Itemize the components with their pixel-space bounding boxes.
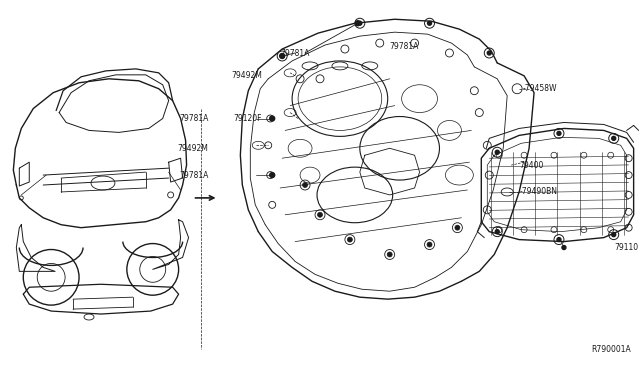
Circle shape xyxy=(557,238,561,241)
Text: 79120F: 79120F xyxy=(234,114,262,123)
Text: -79458W: -79458W xyxy=(523,84,557,93)
Circle shape xyxy=(269,173,275,177)
Circle shape xyxy=(612,137,616,140)
Circle shape xyxy=(428,21,431,25)
Text: 79110: 79110 xyxy=(614,243,639,252)
Text: R790001A: R790001A xyxy=(591,345,630,354)
Circle shape xyxy=(348,237,353,242)
Text: 79400: 79400 xyxy=(519,161,543,170)
Text: 79781A: 79781A xyxy=(179,171,209,180)
Circle shape xyxy=(387,252,392,257)
Circle shape xyxy=(355,21,360,26)
Text: 79781A: 79781A xyxy=(179,114,209,123)
Circle shape xyxy=(487,51,492,55)
Circle shape xyxy=(303,183,308,187)
Circle shape xyxy=(495,230,499,234)
Text: -79490BN: -79490BN xyxy=(519,187,557,196)
Circle shape xyxy=(269,116,275,121)
Circle shape xyxy=(280,54,285,58)
Circle shape xyxy=(612,232,616,237)
Circle shape xyxy=(358,21,362,25)
Circle shape xyxy=(455,225,460,230)
Circle shape xyxy=(495,150,499,154)
Text: 79781A: 79781A xyxy=(390,42,419,51)
Circle shape xyxy=(427,242,432,247)
Circle shape xyxy=(562,246,566,250)
Text: 79492M: 79492M xyxy=(232,71,262,80)
Circle shape xyxy=(557,131,561,135)
Circle shape xyxy=(280,54,284,58)
Circle shape xyxy=(317,212,323,217)
Text: 79781A: 79781A xyxy=(281,48,310,58)
Text: 79492M: 79492M xyxy=(178,144,209,153)
